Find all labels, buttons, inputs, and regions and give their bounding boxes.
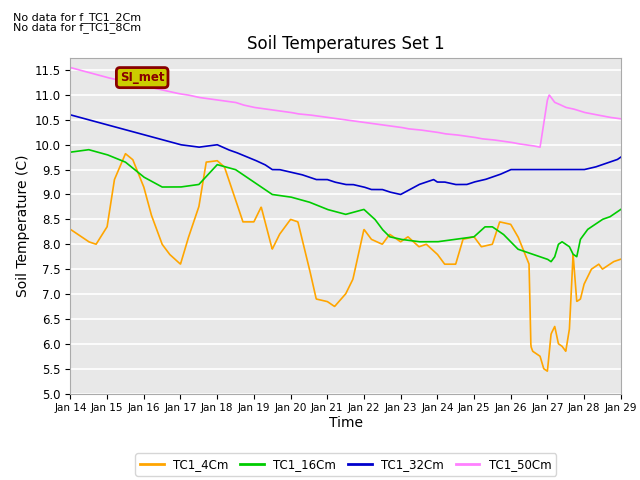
Text: SI_met: SI_met	[120, 71, 164, 84]
Y-axis label: Soil Temperature (C): Soil Temperature (C)	[17, 155, 30, 297]
Title: Soil Temperatures Set 1: Soil Temperatures Set 1	[247, 35, 444, 53]
Text: No data for f_TC1_8Cm: No data for f_TC1_8Cm	[13, 22, 141, 33]
Legend: TC1_4Cm, TC1_16Cm, TC1_32Cm, TC1_50Cm: TC1_4Cm, TC1_16Cm, TC1_32Cm, TC1_50Cm	[135, 453, 556, 476]
Text: No data for f_TC1_2Cm: No data for f_TC1_2Cm	[13, 12, 141, 23]
X-axis label: Time: Time	[328, 416, 363, 430]
